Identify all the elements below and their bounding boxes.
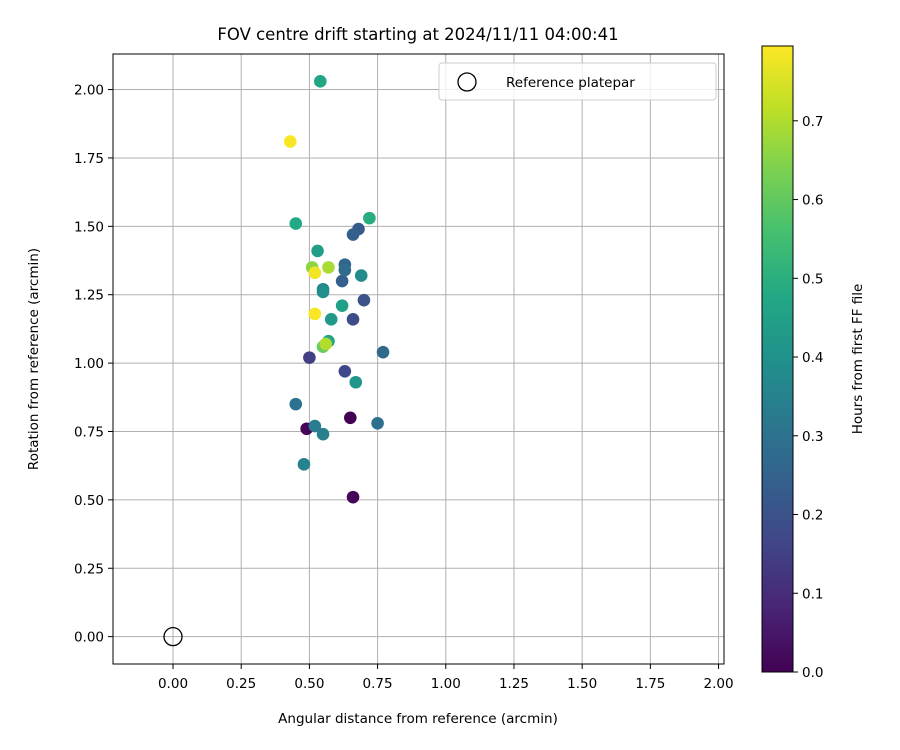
data-point [297, 458, 311, 471]
data-point [338, 365, 352, 378]
colorbar-label: Hours from first FF file [850, 284, 866, 435]
x-tick-label: 0.75 [363, 676, 393, 692]
colorbar: 0.0 0.1 0.2 0.3 0.4 0.5 0.6 0.7 Hours from firs… [761, 45, 866, 681]
data-point [283, 135, 297, 148]
y-axis-label: Rotation from reference (arcmin) [26, 248, 42, 470]
data-point [346, 313, 360, 326]
data-point [316, 427, 330, 441]
data-point [308, 419, 322, 433]
legend-box [438, 62, 717, 101]
y-tick-label: 0.50 [74, 493, 104, 509]
data-point [354, 269, 368, 282]
y-tick-label: 1.75 [74, 151, 104, 167]
x-axis-ticks: 0.00 0.25 0.50 0.75 1.00 1.25 1.50 1.75 2.00 [158, 664, 734, 692]
data-point [371, 416, 384, 430]
x-axis-label: Angular distance from reference (arcmin) [278, 711, 558, 727]
reference-marker [163, 626, 183, 647]
legend-reference-label: Reference platepar [506, 75, 635, 91]
data-point [335, 299, 349, 312]
chart-title: FOV centre drift starting at 2024/11/11 … [217, 25, 618, 44]
data-point [322, 261, 335, 274]
legend-reference-marker [457, 72, 477, 92]
colorbar-tick-label: 0.2 [802, 508, 823, 524]
data-point [324, 313, 338, 326]
colorbar-tick-label: 0.5 [802, 271, 823, 287]
data-point [346, 228, 360, 241]
colorbar-tick-label: 0.3 [802, 429, 823, 445]
y-tick-label: 0.25 [74, 561, 104, 577]
y-tick-label: 0.75 [74, 424, 104, 440]
data-point [349, 375, 363, 389]
data-point [338, 263, 352, 277]
data-point [308, 307, 322, 321]
x-tick-label: 1.00 [431, 676, 461, 692]
x-tick-label: 0.50 [294, 676, 324, 692]
colorbar-tick-label: 0.6 [802, 193, 823, 209]
data-points [283, 75, 390, 504]
data-point [316, 285, 330, 299]
x-tick-label: 1.75 [635, 676, 665, 692]
grid-lines [113, 54, 724, 664]
data-point [319, 337, 333, 351]
data-point [346, 490, 360, 504]
x-tick-label: 0.00 [158, 676, 188, 692]
y-tick-label: 1.00 [74, 356, 104, 372]
colorbar-tick-label: 0.7 [802, 114, 823, 130]
data-point [311, 244, 324, 258]
data-point [308, 266, 322, 280]
x-tick-label: 2.00 [704, 676, 734, 692]
data-point [363, 211, 376, 225]
y-axis-ticks: 0.00 0.25 0.50 0.75 1.00 1.25 1.50 1.75 2.00 [74, 83, 113, 646]
colorbar-tick-label: 0.0 [802, 665, 823, 681]
y-tick-label: 2.00 [74, 83, 104, 99]
x-tick-label: 1.25 [499, 676, 529, 692]
colorbar-tick-label: 0.4 [802, 350, 823, 366]
data-point [376, 345, 390, 359]
y-tick-label: 0.00 [74, 630, 104, 646]
colorbar-gradient [761, 45, 794, 673]
plot-frame [112, 53, 725, 665]
legend: Reference platepar [438, 62, 717, 101]
data-point [314, 75, 327, 88]
x-tick-label: 1.50 [567, 676, 597, 692]
colorbar-ticks: 0.0 0.1 0.2 0.3 0.4 0.5 0.6 0.7 [793, 114, 823, 681]
data-point [344, 411, 357, 425]
data-point [289, 217, 303, 230]
data-point [303, 351, 316, 364]
x-tick-label: 0.25 [226, 676, 256, 692]
y-tick-label: 1.25 [74, 288, 104, 304]
data-point [289, 397, 303, 411]
y-tick-label: 1.50 [74, 219, 104, 235]
data-point [335, 274, 349, 288]
colorbar-tick-label: 0.1 [802, 586, 823, 602]
data-point [357, 293, 371, 307]
